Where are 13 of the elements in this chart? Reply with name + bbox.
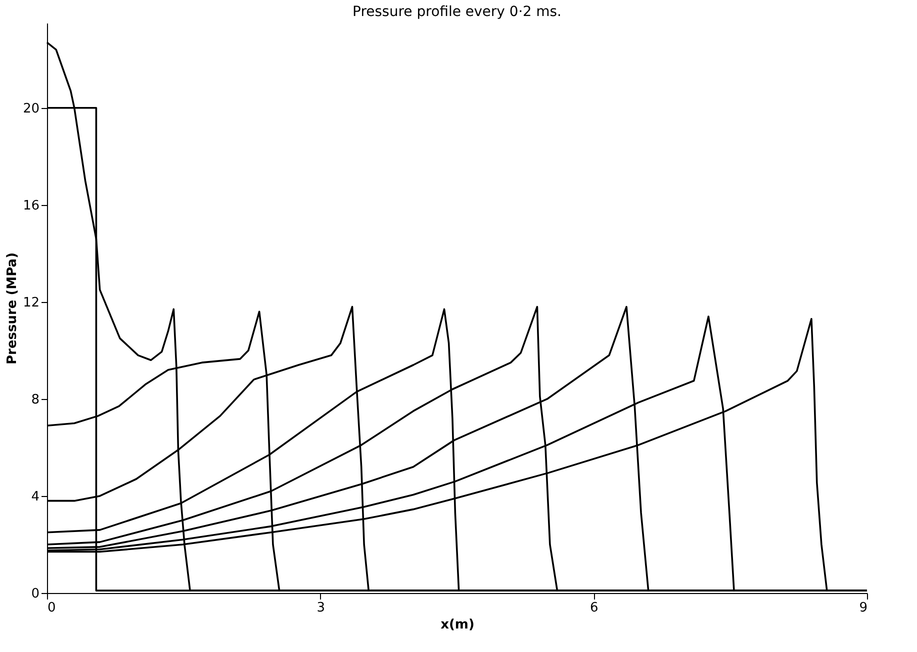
x-tick-label: 0 xyxy=(48,600,56,616)
x-axis-title: x(m) xyxy=(440,618,474,632)
y-tick-label: 4 xyxy=(31,489,40,504)
x-tick-label: 3 xyxy=(316,600,325,616)
y-tick-label: 8 xyxy=(31,392,40,408)
x-tick-label: 6 xyxy=(590,600,598,616)
y-axis-title: Pressure (MPa) xyxy=(4,252,20,365)
y-tick-label: 20 xyxy=(22,101,40,116)
y-tick-label: 12 xyxy=(22,295,40,310)
x-tick-label: 9 xyxy=(859,600,868,616)
y-tick-label: 16 xyxy=(22,198,40,214)
y-tick-label: 0 xyxy=(31,586,40,602)
chart-title: Pressure profile every 0·2 ms. xyxy=(352,4,562,20)
